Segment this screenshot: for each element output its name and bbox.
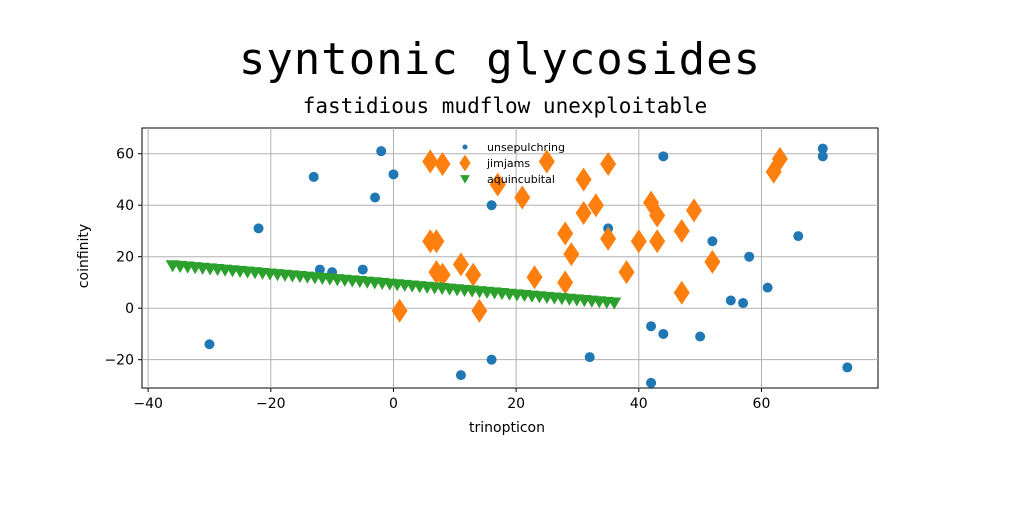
data-point [793,231,804,242]
legend-label: unsepulchring [487,141,565,154]
data-point [738,298,749,309]
data-point [428,229,445,254]
data-point [557,221,574,246]
data-point [465,262,482,287]
legend: unsepulchring jimjams aquincubital [459,141,565,186]
data-point [314,264,325,275]
data-point [771,146,788,171]
y-tick-label: −20 [104,353,134,369]
x-tick-label: 20 [507,396,525,412]
legend-label: aquincubital [487,173,555,186]
data-point [489,172,506,197]
data-point [695,331,706,342]
y-axis-label: coinfinity [76,224,92,288]
data-point [376,146,387,157]
data-point [452,252,469,277]
data-point [563,242,580,267]
data-point [646,321,657,332]
legend-item: unsepulchring [462,141,565,154]
data-point [575,200,592,225]
ticks: −40 −20 0 20 40 60 −20 0 20 40 60 [104,147,770,412]
data-point [486,200,497,211]
data-point [455,370,466,381]
data-point [817,151,828,162]
x-tick-label: −20 [256,396,286,412]
data-point [600,152,617,177]
y-tick-label: 60 [116,147,134,163]
data-point [646,377,657,388]
data-point [253,223,264,234]
data-point [370,192,381,203]
data-point [204,339,215,350]
data-point [557,270,574,295]
data-point [725,295,736,306]
data-point [658,328,669,339]
chart-title: syntonic glycosides [238,34,762,85]
data-point [658,151,669,162]
data-point [584,352,595,363]
data-point [707,236,718,247]
data-point [388,169,399,180]
legend-item: aquincubital [460,173,555,186]
x-axis-label: trinopticon [469,420,545,436]
data-point [575,167,592,192]
data-point [762,282,773,293]
x-tick-label: 60 [753,396,771,412]
data-point [526,265,543,290]
legend-marker [462,144,468,150]
x-tick-label: 0 [389,396,398,412]
data-point [514,185,531,210]
data-point [308,171,319,182]
data-point [391,298,408,323]
chart-marks [165,143,853,388]
y-tick-label: 0 [125,301,134,317]
x-tick-label: 40 [630,396,648,412]
data-point [434,262,451,287]
x-tick-label: −40 [133,396,163,412]
data-point [744,251,755,262]
legend-marker [459,154,471,172]
data-point [600,226,617,251]
data-point [618,260,635,285]
data-point [649,229,666,254]
data-point [817,143,828,154]
data-point [538,149,555,174]
data-point [434,152,451,177]
data-point [673,280,690,305]
legend-marker [460,175,470,184]
data-point [422,149,439,174]
y-tick-label: 20 [116,250,134,266]
data-point [649,203,666,228]
plot-area [141,127,879,389]
series-aquincubital [165,260,622,310]
data-point [486,354,497,365]
data-point [704,249,721,274]
data-point [357,264,368,275]
data-point [842,362,853,373]
data-point [587,193,604,218]
legend-label: jimjams [486,157,530,170]
data-point [673,218,690,243]
data-point [607,297,622,310]
data-point [686,198,702,223]
data-point [471,298,488,323]
legend-item: jimjams [459,154,530,172]
chart-subtitle: fastidious mudflow unexploitable [302,94,708,118]
data-point [630,229,647,254]
y-tick-label: 40 [116,198,134,214]
series-jimjams [391,146,788,323]
axes-frame [141,127,879,389]
